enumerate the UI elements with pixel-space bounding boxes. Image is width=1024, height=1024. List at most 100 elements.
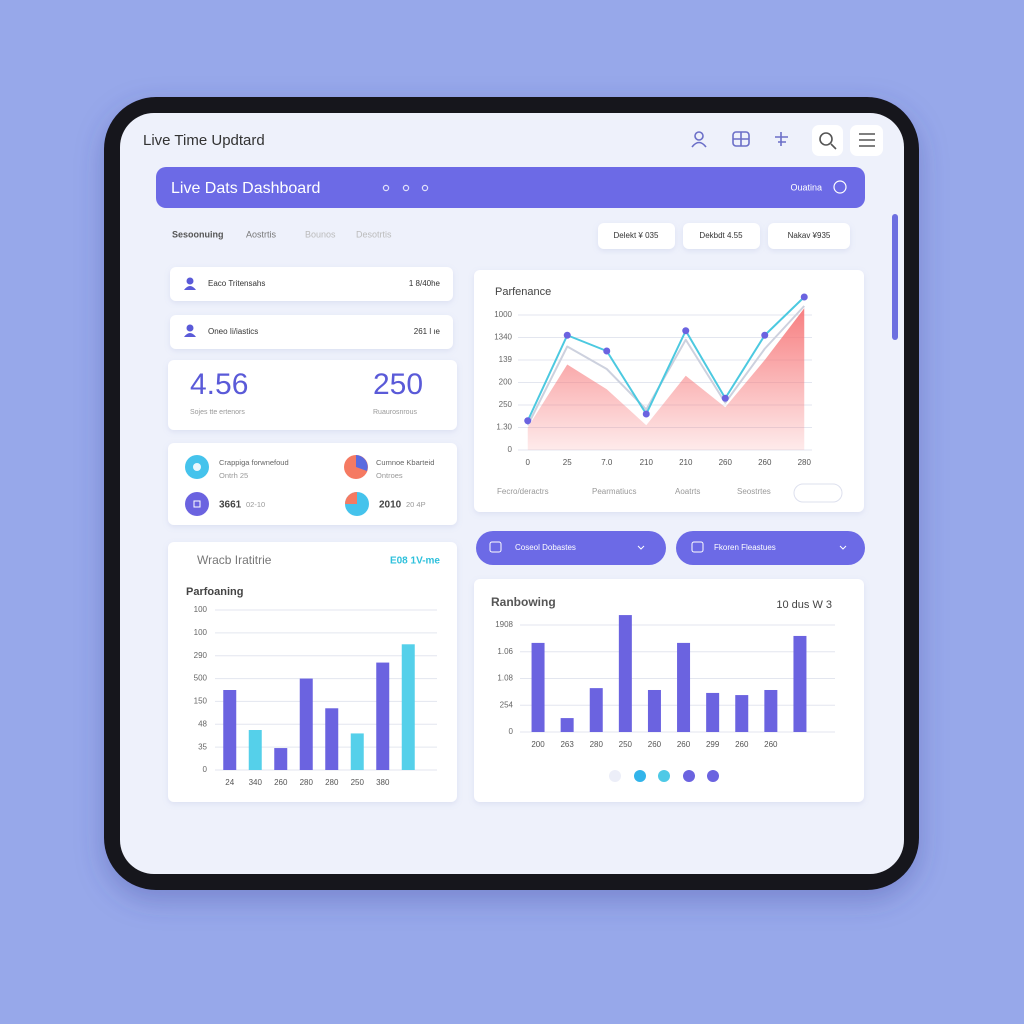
dropdown-button[interactable] — [676, 531, 865, 565]
chip[interactable] — [598, 223, 675, 249]
bar — [531, 642, 545, 732]
y-tick-label: 139 — [499, 355, 513, 364]
bar — [735, 695, 749, 732]
x-tick-label: 260 — [274, 778, 288, 787]
legend-icon-slice — [345, 492, 357, 504]
banner — [156, 167, 865, 208]
y-tick-label: 100 — [194, 605, 208, 614]
person-icon — [186, 324, 194, 332]
legend-item-label: Cumnoe Kbarteid — [376, 458, 434, 467]
list-label: Oneo Ii/iastics — [208, 327, 258, 336]
x-tick-label: 260 — [764, 740, 778, 749]
x-tick-label: 250 — [351, 778, 365, 787]
area — [527, 308, 805, 450]
stat-value: 250 — [373, 368, 423, 401]
list-row[interactable] — [170, 267, 453, 301]
bar — [764, 689, 778, 732]
y-tick-label: 150 — [194, 697, 208, 706]
menu-icon — [859, 133, 875, 147]
bar — [706, 692, 720, 732]
pager-dot[interactable] — [609, 770, 621, 782]
bar — [560, 718, 574, 732]
y-tick-label: 100 — [194, 628, 208, 637]
x-tick-label: 260 — [648, 740, 662, 749]
chart-title: Parfoaning — [186, 586, 243, 598]
scrollbar[interactable] — [892, 214, 898, 340]
search-icon — [819, 132, 833, 146]
point — [524, 417, 532, 425]
banner-action[interactable]: Ouatina — [790, 182, 822, 192]
person-icon-body — [184, 286, 196, 290]
legend-item-label: Crappiga forwnefoud — [219, 458, 289, 467]
point — [642, 410, 650, 418]
legend-label[interactable]: Seostrtes — [737, 487, 771, 496]
chevron — [637, 545, 645, 550]
x-tick-label: 280 — [590, 740, 604, 749]
person-icon-body — [184, 333, 196, 337]
line — [526, 296, 805, 422]
bar — [793, 635, 807, 732]
legend-item-sub: 02-10 — [246, 500, 265, 509]
person-icon — [186, 277, 194, 285]
legend-icon-square — [193, 500, 201, 508]
list-row[interactable] — [170, 315, 453, 349]
y-tick-label: 250 — [499, 400, 513, 409]
bar — [376, 662, 390, 770]
bar — [589, 688, 603, 732]
pager-dot[interactable] — [658, 770, 670, 782]
x-tick-label: 280 — [798, 458, 812, 467]
pager-dot[interactable] — [634, 770, 646, 782]
tab[interactable]: Aostrtis — [246, 229, 277, 239]
y-tick-label: 200 — [499, 378, 513, 387]
pager-dot[interactable] — [683, 770, 695, 782]
user-icon[interactable] — [694, 131, 704, 141]
list-value: 1 8/40he — [409, 279, 441, 288]
bar — [677, 642, 691, 732]
tab[interactable]: Bounos — [305, 229, 336, 239]
toggle[interactable] — [793, 483, 843, 503]
legend-icon-dot — [193, 463, 201, 471]
x-tick-label: 210 — [679, 458, 693, 467]
button-icon — [691, 541, 704, 553]
y-tick-label: 1000 — [494, 310, 512, 319]
banner-dots — [382, 184, 429, 192]
dropdown-button[interactable] — [476, 531, 666, 565]
button-label: Fkoren Fleastues — [714, 543, 776, 552]
chip[interactable] — [768, 223, 850, 249]
chart-title: Ranbowing — [491, 595, 556, 609]
y-tick-label: 500 — [194, 674, 208, 683]
legend-label[interactable]: Aoatrts — [675, 487, 700, 496]
legend-item-label: 3661 — [219, 500, 242, 511]
chip-label: Delekt ¥ 035 — [614, 231, 659, 240]
x-tick-label: 210 — [640, 458, 654, 467]
filter-icon[interactable] — [775, 132, 788, 146]
legend-label[interactable]: Fecro/deractrs — [497, 487, 549, 496]
bar — [325, 708, 339, 770]
chip-label: Dekbdt 4.55 — [699, 231, 743, 240]
banner-action-icon[interactable] — [833, 180, 847, 194]
x-tick-label: 260 — [758, 458, 772, 467]
y-tick-label: 254 — [500, 700, 514, 709]
y-tick-label: 48 — [198, 719, 207, 728]
legend-icon — [185, 492, 209, 516]
pager-dot[interactable] — [707, 770, 719, 782]
legend-label[interactable]: Pearmatiucs — [592, 487, 636, 496]
y-tick-label: 1.30 — [496, 423, 512, 432]
banner-title: Live Dats Dashboard — [171, 180, 320, 197]
legend-item-sub: Ontroes — [376, 471, 403, 480]
pager — [609, 770, 719, 782]
y-tick-label: 0 — [508, 445, 513, 454]
tab[interactable]: Desotrtis — [356, 229, 392, 239]
legend-item-sub: Ontrh 25 — [219, 471, 248, 480]
bar-card — [474, 579, 864, 802]
x-tick-label: 340 — [249, 778, 263, 787]
bar — [618, 615, 632, 732]
legend-card — [168, 443, 457, 525]
tab[interactable]: Sesoonuing — [172, 229, 224, 239]
search-button[interactable] — [812, 125, 843, 156]
chip[interactable] — [683, 223, 760, 249]
bar — [223, 690, 237, 770]
stats-card — [168, 360, 457, 430]
